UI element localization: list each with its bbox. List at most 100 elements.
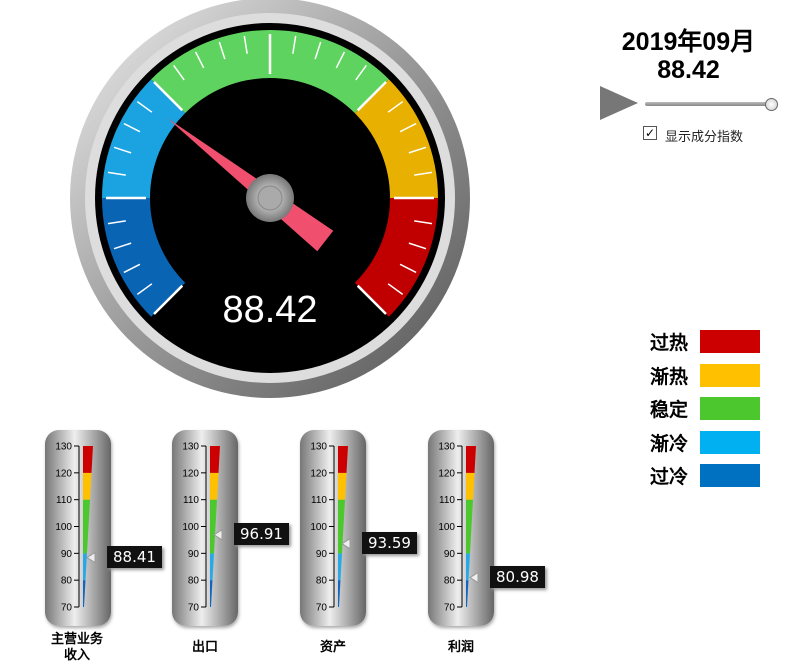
thermometer-band: [338, 472, 347, 500]
gauge-tick: [243, 35, 248, 54]
gauge-tick: [408, 242, 427, 250]
thermometer-pointer: [213, 528, 223, 541]
thermometer-tick-label: 120: [182, 468, 199, 479]
thermometer-tick-label: 130: [438, 442, 455, 453]
thermometer-band: [83, 553, 87, 581]
gauge-tick: [136, 283, 153, 296]
thermometer-value: 96.91: [234, 522, 289, 545]
gauge-tick: [408, 146, 427, 154]
thermometer-tick-label: 100: [310, 522, 327, 533]
legend-item: 渐热: [650, 359, 760, 393]
thermometer-value: 93.59: [362, 531, 417, 554]
gauge-band: [102, 198, 186, 317]
thermometer-tick-label: 70: [444, 603, 456, 614]
thermometer-tick-label: 90: [444, 549, 456, 560]
legend-label: 过冷: [650, 466, 689, 489]
thermometer-tick-label: 110: [56, 495, 72, 506]
legend-swatch: [700, 430, 760, 454]
thermometer-band: [210, 553, 214, 581]
thermometer-band: [83, 499, 90, 554]
gauge-tick: [113, 242, 132, 250]
thermometer-pointer: [86, 551, 96, 564]
thermometer-band: [210, 499, 217, 554]
thermometer-value: 88.41: [107, 545, 162, 568]
gauge-tick: [387, 100, 404, 113]
gauge-tick: [399, 263, 417, 274]
thermometer-band: [210, 580, 213, 607]
thermometer-tick-label: 100: [55, 522, 72, 533]
gauge-band: [354, 79, 438, 198]
thermometer-tick-label: 120: [310, 468, 327, 479]
thermometer-label: 主营业务收入: [50, 632, 103, 663]
legend-item: 过冷: [650, 459, 760, 493]
show-components-label: 显示成分指数: [665, 130, 744, 145]
period-title: 2019年09月: [621, 28, 756, 56]
legend: 过热 渐热 稳定 渐冷 过冷: [650, 325, 760, 493]
gauge-tick: [218, 41, 226, 60]
thermometer-band: [466, 499, 473, 554]
thermometer-tick-label: 80: [61, 576, 73, 587]
thermometer-band: [210, 472, 219, 500]
thermometer-tick-label: 80: [444, 576, 456, 587]
gauge-tick: [399, 122, 417, 133]
thermometer-band: [338, 446, 348, 473]
gauge-tick: [172, 64, 185, 81]
play-icon[interactable]: [600, 86, 638, 120]
legend-swatch: [700, 363, 760, 387]
thermometer-label: 出口: [191, 640, 218, 655]
gauge-tick: [136, 100, 153, 113]
thermometer-tick-label: 90: [316, 549, 328, 560]
thermometer-band: [466, 446, 476, 473]
gauge-tick: [153, 81, 184, 112]
time-slider[interactable]: [645, 102, 771, 106]
thermometer-tick-label: 70: [61, 603, 73, 614]
thermometer-band: [338, 580, 341, 607]
gauge-band: [354, 198, 438, 317]
gauge-tick: [292, 35, 297, 54]
legend-swatch: [700, 330, 760, 354]
gauge-tick: [107, 171, 126, 176]
legend-item: 渐冷: [650, 426, 760, 460]
gauge-tick: [355, 64, 368, 81]
thermometer-band: [83, 446, 93, 473]
slider-handle[interactable]: [765, 98, 778, 111]
thermometer-tick-label: 70: [188, 603, 200, 614]
legend-label: 过热: [650, 332, 689, 355]
thermometer-label: 资产: [319, 640, 346, 655]
thermometer-tick-label: 110: [439, 495, 455, 506]
gauge-band: [102, 79, 186, 198]
thermometer-tick-label: 120: [438, 468, 455, 479]
show-components-checkbox[interactable]: ✓: [643, 126, 657, 140]
legend-label: 渐热: [650, 365, 689, 388]
thermometer-pointer: [341, 537, 351, 550]
thermometer-tick-label: 80: [188, 576, 200, 587]
index-value: 88.42: [657, 56, 720, 84]
gauge-hub-cap: [257, 185, 283, 211]
thermometer-band: [83, 580, 86, 607]
gauge-tick: [356, 284, 387, 315]
thermometer-tick-label: 130: [55, 442, 72, 453]
thermometer-band: [83, 472, 92, 500]
thermometer-tick-label: 80: [316, 576, 328, 587]
thermometer-band: [466, 580, 469, 607]
thermometer-pointer: [469, 571, 479, 584]
gauge-tick: [194, 51, 205, 69]
gauge-tick: [414, 171, 433, 176]
gauge-tick: [414, 220, 433, 225]
thermometer-tick-label: 90: [61, 549, 73, 560]
thermometer-label: 利润: [447, 640, 474, 655]
legend-swatch: [700, 397, 760, 421]
gauge-tick: [123, 122, 141, 133]
thermometer-tick-label: 100: [182, 522, 199, 533]
legend-swatch: [700, 464, 760, 488]
gauge-tick: [356, 81, 387, 112]
thermometer-tick-label: 90: [188, 549, 200, 560]
legend-item: 过热: [650, 325, 760, 359]
thermometer-3: 130 120 110 100 90 80 70: [300, 430, 366, 626]
gauge-tick: [153, 284, 184, 315]
thermometer-band: [466, 472, 475, 500]
gauge-tick: [107, 220, 126, 225]
thermometer-band: [210, 446, 220, 473]
thermometer-value: 80.98: [490, 565, 545, 588]
thermometer-tick-label: 110: [183, 495, 199, 506]
